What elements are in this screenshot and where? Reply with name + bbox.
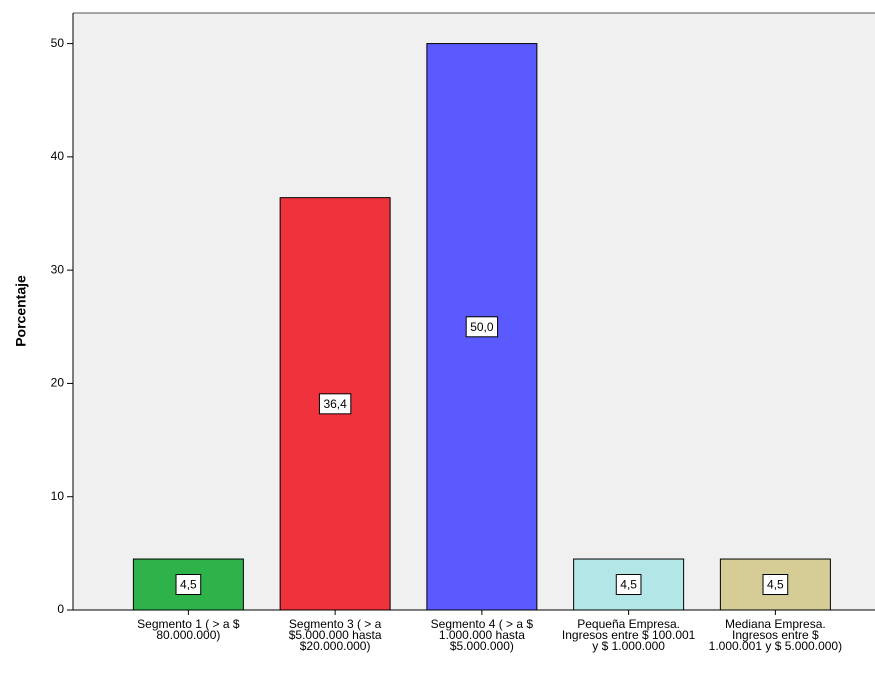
y-tick-label: 20 (51, 376, 65, 390)
value-label-box (615, 574, 642, 596)
value-label: 4,5 (620, 578, 637, 592)
x-tick-label: Segmento 4 ( > a $ 1.000.000 hasta $5.00… (430, 617, 534, 653)
y-tick-label: 40 (51, 149, 65, 163)
value-label-box (318, 393, 352, 415)
x-tick-label: Segmento 3 ( > a $5.000.000 hasta $20.00… (288, 617, 382, 653)
x-tick-label: Segmento 1 ( > a $ 80.000.000) (137, 617, 240, 642)
value-label-box (762, 574, 789, 596)
value-label: 50,0 (470, 320, 494, 334)
value-label: 36,4 (323, 397, 347, 411)
value-label-box (175, 574, 202, 596)
y-tick-label: 10 (51, 489, 65, 503)
x-tick-label: Mediana Empresa. Ingresos entre $ 1.000.… (708, 617, 843, 653)
y-tick-label: 0 (57, 602, 64, 616)
y-tick-label: 50 (51, 36, 65, 50)
y-axis-title: Porcentaje (13, 275, 29, 347)
value-label-box (465, 316, 499, 338)
y-tick-label: 30 (51, 262, 65, 276)
value-label: 4,5 (180, 578, 197, 592)
x-tick-label: Pequeña Empresa. Ingresos entre $ 100.00… (561, 617, 696, 653)
value-label: 4,5 (767, 578, 784, 592)
